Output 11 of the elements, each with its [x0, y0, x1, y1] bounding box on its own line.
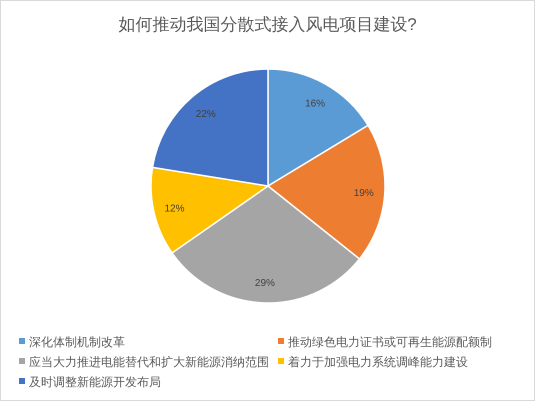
legend-label: 推动绿色电力证书或可再生能源配额制 — [288, 335, 492, 349]
data-label: 19% — [354, 188, 374, 200]
legend-label: 深化体制机制改革 — [29, 335, 125, 349]
data-label: 16% — [305, 98, 326, 110]
data-label: 22% — [196, 108, 216, 120]
legend-label: 应当大力推进电能替代和扩大新能源消纳范围 — [29, 355, 269, 369]
legend-label: 及时调整新能源开发布局 — [29, 375, 161, 389]
legend-label: 着力于加强电力系统调峰能力建设 — [288, 355, 468, 369]
data-label: 12% — [164, 203, 185, 214]
chart-title: 如何推动我国分散式接入风电项目建设? — [118, 15, 417, 34]
data-label: 29% — [254, 278, 276, 289]
